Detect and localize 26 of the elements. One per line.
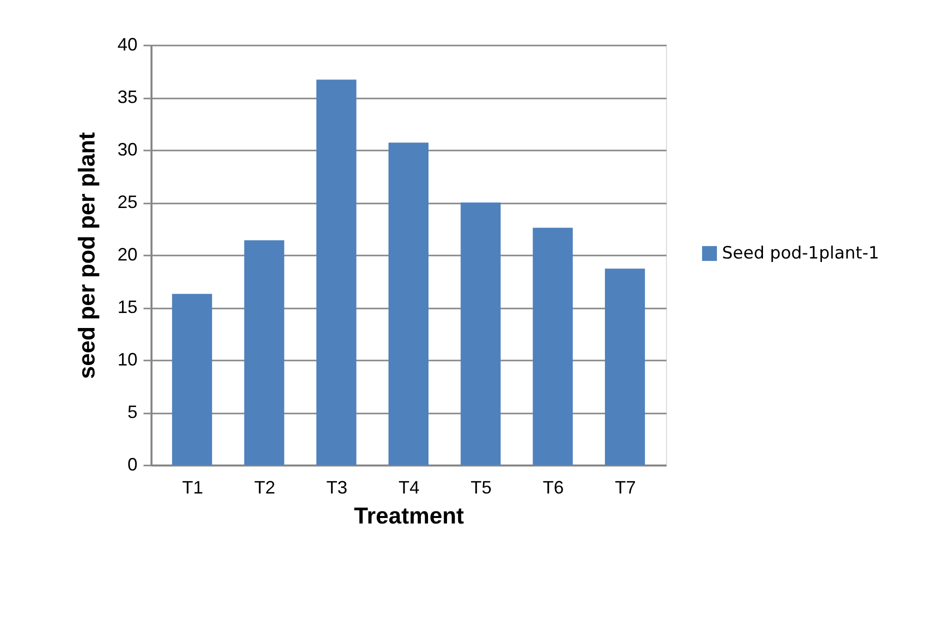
x-axis-title: Treatment	[354, 502, 464, 528]
bar	[604, 268, 645, 465]
y-tick-label: 15	[117, 297, 138, 317]
bar	[532, 228, 573, 465]
x-tick-label: T6	[542, 478, 564, 498]
bar	[172, 294, 212, 465]
x-tick-label: T2	[254, 478, 276, 498]
y-tick-label: 35	[117, 87, 138, 107]
x-tick-label: T4	[398, 478, 420, 498]
x-tick-label: T1	[182, 478, 204, 498]
y-tick-label: 0	[127, 454, 138, 474]
bar	[244, 240, 284, 465]
y-tick-label: 10	[117, 350, 138, 370]
y-tick-label: 20	[117, 244, 138, 264]
y-tick-label: 5	[127, 402, 138, 422]
y-tick-label: 25	[117, 192, 138, 212]
x-tick-label: T7	[614, 478, 636, 498]
bar	[388, 142, 428, 465]
bar	[460, 202, 501, 465]
x-tick-label: T3	[326, 478, 348, 498]
y-axis-title: seed per pod per plant	[73, 132, 100, 379]
legend-label: Seed pod-1plant-1	[722, 244, 880, 264]
y-tick-label: 40	[117, 34, 138, 54]
x-tick-label: T5	[470, 478, 492, 498]
y-tick-label: 30	[117, 140, 138, 160]
bar	[316, 80, 356, 465]
